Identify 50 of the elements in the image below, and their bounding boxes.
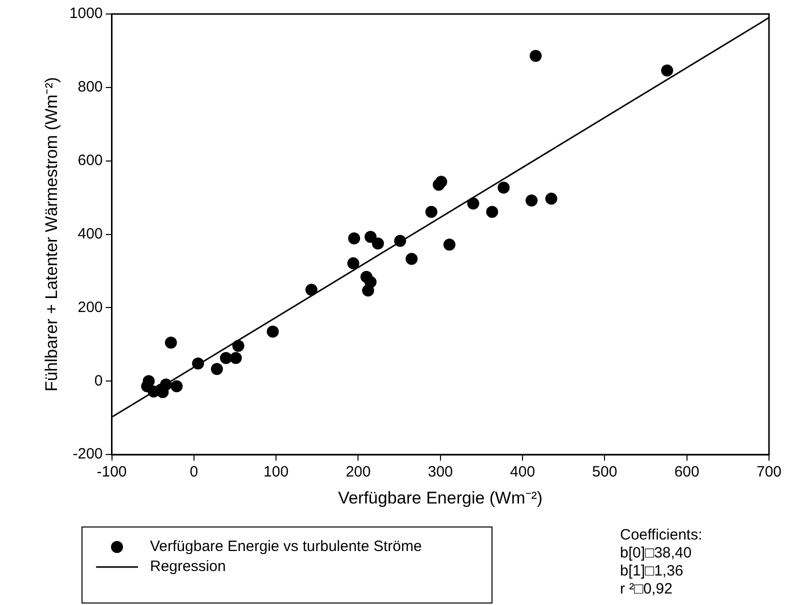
text: b[0]□38,40 [620,544,692,562]
point [210,363,223,376]
point [232,340,244,352]
y-tick-label: 600 [78,152,103,170]
point [545,192,558,205]
y-tick-label: 800 [78,78,103,96]
point [220,352,232,364]
point [486,206,498,218]
x-tick-label: 400 [510,464,536,481]
point [305,284,318,296]
y-tick-label: 400 [78,225,103,242]
x-tick-label: 700 [756,464,782,481]
point [467,197,480,210]
point [372,237,384,250]
text: b[1]□1,36 [620,562,684,580]
point [170,380,183,392]
point [425,206,438,218]
point [394,234,406,247]
x-tick-label: 200 [346,464,371,481]
point [362,284,374,296]
x-tick-label: 500 [592,464,618,481]
y-axis-title: Fühlbarer + Latenter Wärmestrom (Wm⁻²) [42,77,61,392]
point [498,182,510,194]
point [406,252,418,265]
point [364,230,377,243]
point [526,194,538,207]
x-tick-label: 100 [264,464,289,481]
legend-label: Regression [150,558,226,576]
point [348,232,360,244]
x-tick-label: 600 [674,464,700,481]
point [443,238,456,251]
y-tick-label: 200 [78,298,103,316]
point [164,336,177,349]
x-tick-label: -100 [96,464,127,481]
point [347,257,360,270]
point [230,352,242,364]
y-tick-label: 1000 [69,5,103,22]
x-tick-label: 0 [190,464,198,481]
point [530,50,542,62]
x-axis-title: Verfügbare Energie (Wm⁻²) [338,488,543,508]
point [266,326,279,338]
text: Coefficients: [620,526,702,544]
point [432,178,445,191]
x-tick-label: 300 [428,464,453,481]
point [192,358,204,370]
point [661,64,674,77]
text: r ²□0,92 [620,580,672,598]
legend-label: Verfügbare Energie vs turbulente Ströme [150,538,422,556]
y-tick-label: 0 [94,372,103,390]
y-tick-label: -200 [72,446,103,463]
